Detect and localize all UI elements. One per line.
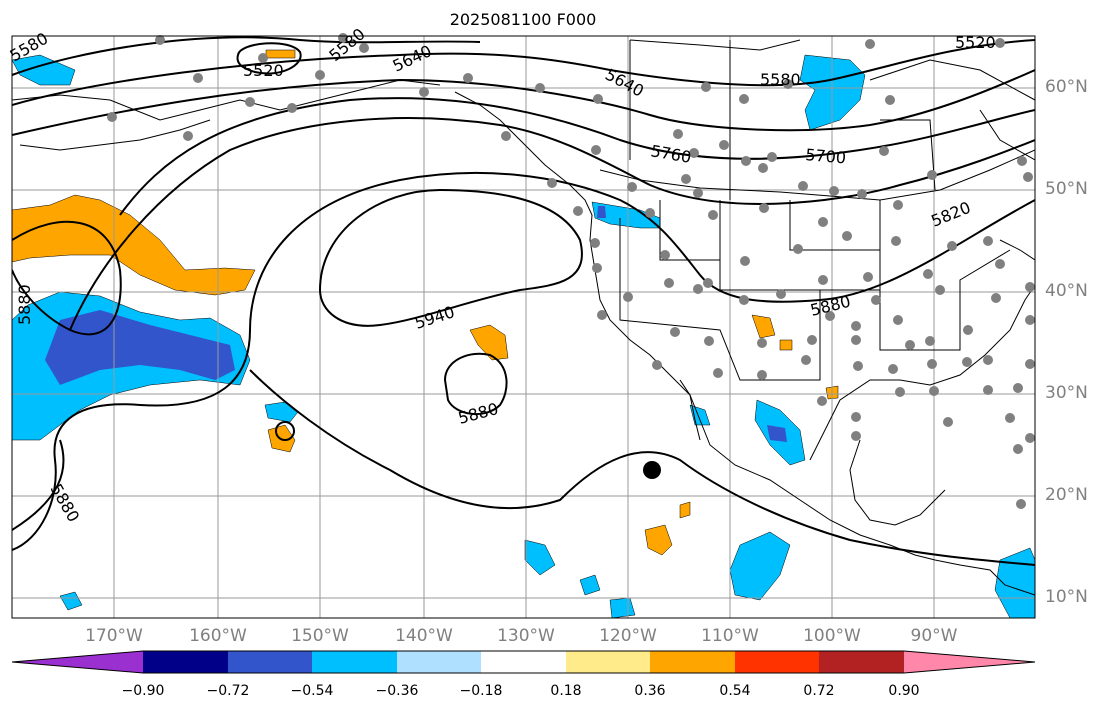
colorbar-tick-label: 0.72 xyxy=(803,683,835,699)
latitude-label: 50°N xyxy=(1045,179,1088,199)
contour-label: 5700 xyxy=(805,145,847,167)
height-contours xyxy=(12,36,1035,566)
latitude-label: 60°N xyxy=(1045,77,1088,97)
longitude-label: 170°W xyxy=(85,626,143,646)
map-frame xyxy=(11,35,1036,619)
contour-label: 5580 xyxy=(760,70,801,89)
latitude-label: 30°N xyxy=(1045,383,1088,403)
anomaly-shading xyxy=(12,49,1035,618)
colorbar-tick-label: 0.90 xyxy=(888,683,920,699)
longitude-label: 90°W xyxy=(910,626,958,646)
storm-center-marker xyxy=(643,461,661,479)
contour-label: 5880 xyxy=(456,399,500,428)
contour-label: 5640 xyxy=(602,65,647,101)
contour-label: 5520 xyxy=(243,61,284,80)
longitude-label: 150°W xyxy=(291,626,349,646)
longitude-label: 100°W xyxy=(803,626,861,646)
longitude-label: 110°W xyxy=(701,626,759,646)
contour-label: 5940 xyxy=(412,302,457,333)
longitude-label: 160°W xyxy=(189,626,247,646)
colorbar xyxy=(11,650,1036,674)
latitude-label: 10°N xyxy=(1045,587,1088,607)
colorbar-tick-label: 0.36 xyxy=(634,683,666,699)
small-contour-circle xyxy=(275,421,295,441)
contour-label: 5760 xyxy=(649,141,692,167)
colorbar-tick-label: 0.18 xyxy=(550,683,582,699)
contour-label: 5880 xyxy=(15,284,34,325)
colorbar-tick-label: −0.72 xyxy=(206,683,250,699)
map-title: 2025081100 F000 xyxy=(449,10,597,29)
contour-label: 5820 xyxy=(928,198,973,231)
contour-label: 5520 xyxy=(955,33,996,52)
latitude-label: 20°N xyxy=(1045,485,1088,505)
contour-label: 5640 xyxy=(390,41,435,75)
longitude-label: 120°W xyxy=(599,626,657,646)
colorbar-tick-label: −0.36 xyxy=(375,683,419,699)
colorbar-tick-label: 0.54 xyxy=(719,683,751,699)
latitude-label: 40°N xyxy=(1045,281,1088,301)
colorbar-tick-label: −0.90 xyxy=(121,683,165,699)
colorbar-tick-label: −0.18 xyxy=(459,683,503,699)
longitude-label: 140°W xyxy=(395,626,453,646)
colorbar-tick-label: −0.54 xyxy=(290,683,334,699)
station-markers xyxy=(107,33,1035,509)
longitude-label: 130°W xyxy=(497,626,555,646)
